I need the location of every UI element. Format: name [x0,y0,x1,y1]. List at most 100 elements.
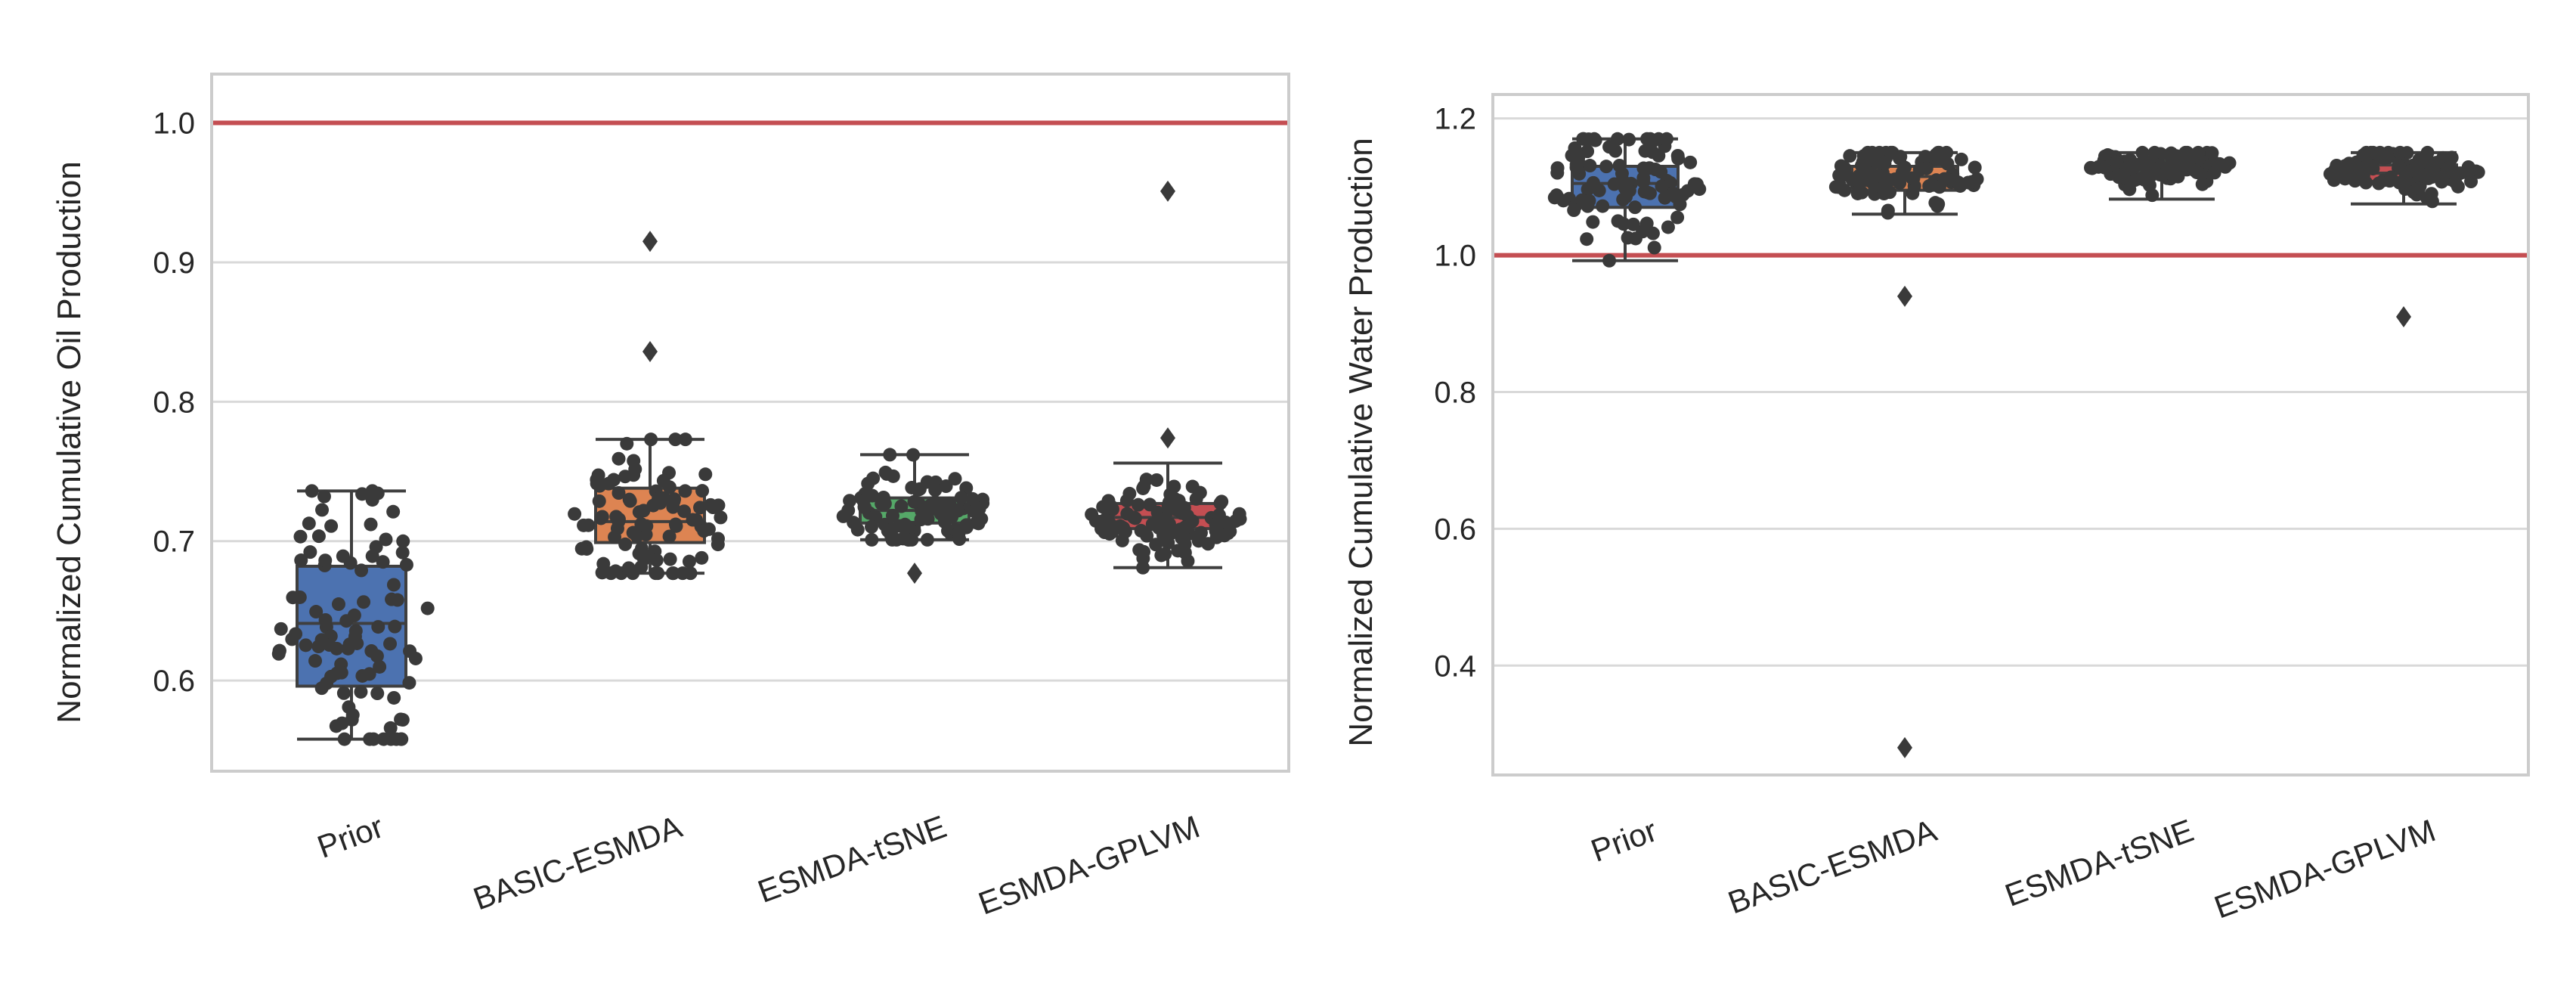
swarm-point [878,465,893,479]
swarm-point [666,566,680,581]
swarm-point [2195,177,2209,191]
swarm-point [2222,156,2237,170]
swarm-point [364,517,378,532]
swarm-point [653,496,667,510]
swarm-point [376,732,391,746]
swarm-point [1673,197,1687,212]
swarm-point [974,512,988,526]
swarm-point [1855,185,1869,200]
swarm-point [1843,149,1857,163]
swarm-point [1832,168,1847,182]
swarm-point [1931,145,1946,160]
swarm-point [581,518,596,532]
swarm-point [1636,225,1650,239]
swarm-point [317,489,331,504]
swarm-point [293,529,308,544]
swarm-point [305,484,319,498]
swarm-point [1683,155,1698,169]
swarm-point [2190,166,2204,180]
swarm-point [2424,187,2438,201]
swarm-point [1152,521,1166,535]
swarm-point [627,468,641,482]
swarm-point [1646,226,1660,240]
swarm-point [704,497,718,512]
swarm-point [1655,179,1669,194]
swarm-point [1922,179,1937,194]
swarm-point [1947,172,1961,187]
swarm-point [1134,523,1148,538]
swarm-point [1919,161,1934,175]
y-tick-label: 0.6 [1434,513,1476,546]
swarm-point [2145,188,2160,203]
swarm-point [2135,145,2150,160]
swarm-point [1136,551,1150,566]
swarm-point [357,595,371,609]
swarm-point [341,641,355,656]
swarm-point [920,532,934,547]
swarm-point [318,613,333,628]
swarm-point [1652,132,1666,146]
swarm-point [1120,507,1135,521]
swarm-point [656,473,670,488]
outlier-marker [642,340,658,362]
swarm-point [336,686,351,700]
swarm-point [1883,185,1897,200]
swarm-point [1149,538,1163,552]
swarm-point [2171,169,2185,184]
swarm-point [387,690,401,705]
swarm-point [2411,181,2426,196]
swarm-point [2110,155,2124,169]
swarm-point [336,549,350,563]
swarm-point [354,685,368,699]
swarm-point [2448,175,2463,189]
y-tick-label: 0.7 [153,525,195,559]
swarm-point [2147,145,2162,160]
swarm-point [678,432,692,447]
swarm-point [293,590,307,604]
swarm-point [917,510,931,524]
swarm-point [396,534,410,548]
swarm-point [972,501,986,516]
swarm-point [620,436,634,451]
swarm-point [2464,175,2478,189]
swarm-point [1661,220,1675,234]
swarm-point [1215,494,1229,509]
y-tick-label: 0.8 [1434,376,1476,409]
swarm-point [386,504,401,519]
swarm-point [632,547,646,561]
swarm-point [289,627,303,641]
swarm-point [1622,132,1636,147]
swarm-point [711,532,726,546]
swarm-point [890,532,904,547]
swarm-point [1565,148,1579,163]
swarm-point [667,494,681,508]
swarm-point [678,484,692,498]
swarm-point [1961,175,1975,190]
water-y-axis-label: Normalized Cumulative Water Production [1342,138,1379,746]
swarm-point [1150,473,1164,487]
swarm-point [568,507,582,521]
swarm-point [864,519,878,534]
swarm-point [2112,170,2126,184]
swarm-point [299,638,313,652]
swarm-point [365,484,379,498]
swarm-point [2461,160,2475,174]
swarm-point [2098,160,2112,175]
swarm-point [334,665,348,680]
swarm-point [383,721,398,735]
swarm-point [954,491,968,505]
swarm-point [376,555,390,569]
y-tick-label: 0.8 [153,386,195,419]
swarm-point [2409,158,2423,172]
swarm-point [395,713,410,727]
swarm-point [1865,173,1879,188]
swarm-point [309,605,324,619]
swarm-point [608,530,622,544]
swarm-point [883,448,897,462]
swarm-point [379,532,393,547]
swarm-point [1670,148,1685,163]
swarm-point [2392,158,2406,172]
swarm-point [1556,194,1571,208]
